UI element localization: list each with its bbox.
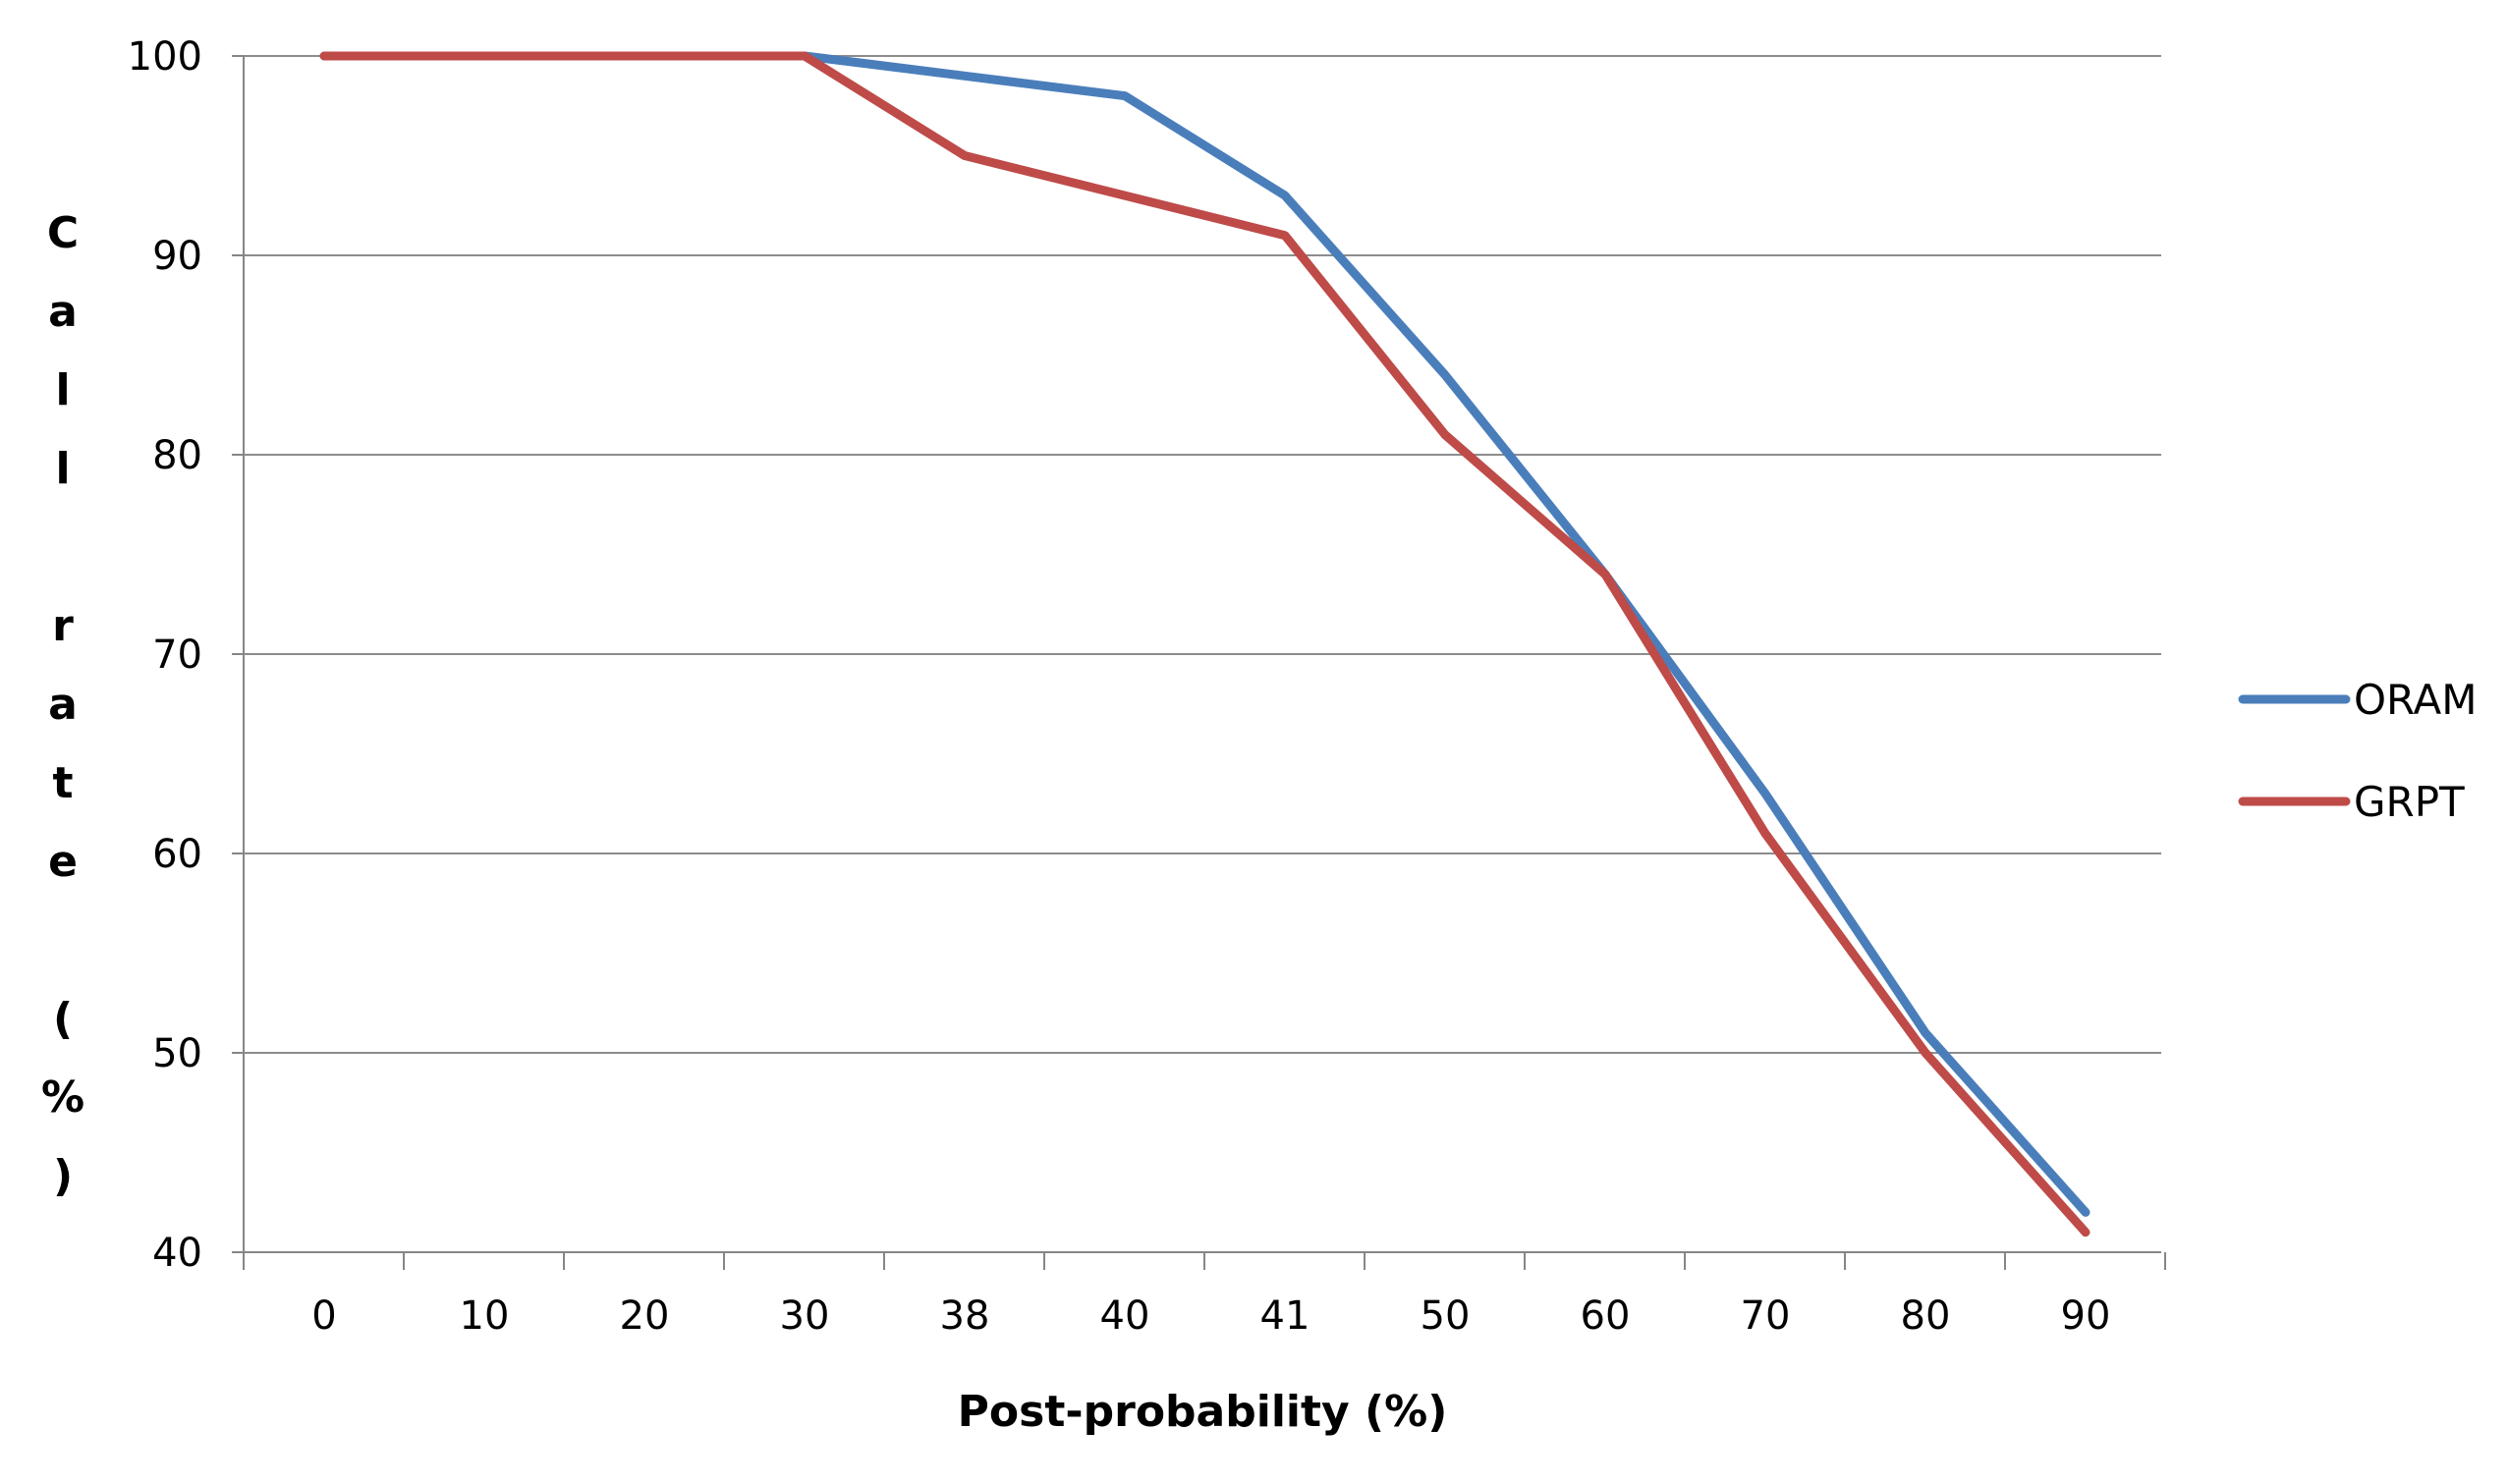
x-tick-label: 70	[1741, 1293, 1791, 1339]
x-tick-label: 38	[940, 1293, 990, 1339]
y-tick-label: 70	[152, 632, 202, 678]
y-tick-label: 50	[152, 1031, 202, 1076]
x-tick-label: 41	[1260, 1293, 1310, 1339]
y-tick-label: 40	[152, 1231, 202, 1276]
axis-labels: 40 50 60 70 80 90 100 0 10 20 30 38 40 41 50 60 70 80 90 Po…	[41, 34, 2111, 1437]
y-axis-title-char: (	[53, 994, 73, 1044]
y-tick-label: 90	[152, 234, 202, 279]
x-tick-label: 90	[2061, 1293, 2111, 1339]
y-axis-title-char: %	[41, 1072, 84, 1123]
y-axis-title-char: t	[52, 758, 73, 808]
y-tick-label: 80	[152, 433, 202, 478]
y-axis-title-char: a	[48, 680, 78, 730]
x-tick-label: 50	[1421, 1293, 1471, 1339]
y-axis-title-char: r	[52, 601, 74, 651]
x-tick-label: 60	[1581, 1293, 1631, 1339]
y-axis-title-char: l	[55, 365, 70, 415]
series-line-grpt	[324, 56, 2086, 1233]
x-tick-label: 40	[1100, 1293, 1150, 1339]
gridlines	[244, 56, 2161, 1252]
y-axis-title-char: a	[48, 287, 78, 337]
series-lines	[324, 56, 2086, 1233]
legend: ORAM GRPT	[2243, 676, 2478, 826]
legend-label-oram: ORAM	[2354, 676, 2478, 724]
x-tick-label: 80	[1901, 1293, 1951, 1339]
legend-label-grpt: GRPT	[2354, 778, 2465, 826]
x-tick-label: 30	[780, 1293, 830, 1339]
series-line-oram	[324, 56, 2086, 1212]
y-axis-title-char: C	[47, 208, 79, 258]
y-tick-label: 60	[152, 832, 202, 877]
y-tick-label: 100	[128, 34, 202, 80]
x-tick-label: 20	[620, 1293, 670, 1339]
x-tick-label: 0	[311, 1293, 336, 1339]
y-axis-title-char: )	[53, 1151, 73, 1201]
y-axis-title-char: e	[48, 837, 78, 887]
y-axis-title-char: l	[55, 444, 70, 494]
x-axis-title: Post-probability (%)	[958, 1387, 1448, 1437]
x-tick-label: 10	[460, 1293, 510, 1339]
axes	[232, 56, 2165, 1270]
